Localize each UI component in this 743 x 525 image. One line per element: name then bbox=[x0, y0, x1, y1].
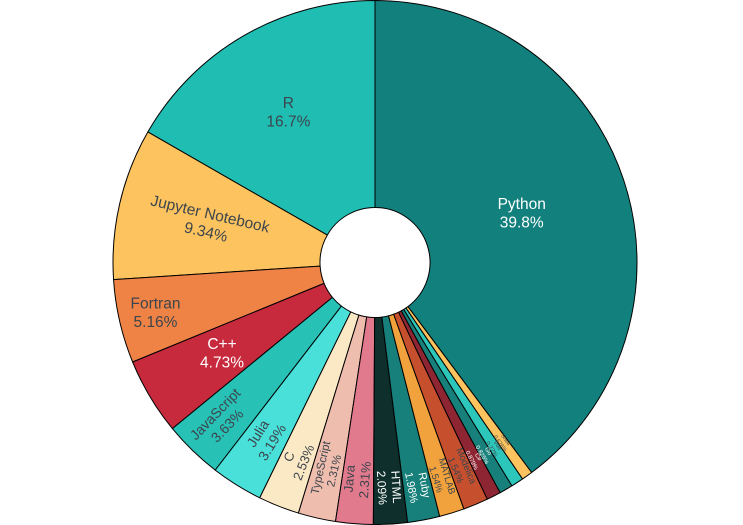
pie-slice-10-html[interactable]: HTML 2.09% bbox=[372, 316, 409, 525]
pie-slice-4-c[interactable]: C++ 4.73% bbox=[132, 282, 333, 430]
pie-slice-12-matlab[interactable]: MATLAB 1.54% bbox=[388, 313, 465, 517]
pie-slice-14-c[interactable]: C# 0.879% bbox=[398, 310, 501, 500]
pie-slice-16-vue[interactable]: Vue 0.77% bbox=[403, 307, 524, 487]
pie-slice-9-java[interactable]: Java 2.31% bbox=[334, 316, 376, 525]
pie-slice-3-fortran[interactable]: Fortran 5.16% bbox=[113, 265, 325, 363]
pie-slice-13-modelica[interactable]: Modelica 1.54% bbox=[393, 311, 488, 510]
pie-slice-11-ruby[interactable]: Ruby 1.98% bbox=[381, 315, 441, 523]
pie-slice-0-python[interactable]: Python 39.8% bbox=[374, 0, 638, 474]
pie-slice-6-julia[interactable]: Julia 3.19% bbox=[214, 305, 352, 499]
pie-slice-1-r[interactable]: R 16.7% bbox=[147, 0, 376, 236]
pie-slice-17-shell[interactable]: Shell 0.676% bbox=[405, 306, 533, 480]
pie-slice-7-c[interactable]: C 2.53% bbox=[259, 311, 360, 514]
pie-slice-2-jupyter-notebook[interactable]: Jupyter Notebook 9.34% bbox=[112, 131, 328, 281]
pie-slice-8-typescript[interactable]: TypeScript 2.31% bbox=[297, 314, 368, 522]
pie-slice-5-javascript[interactable]: JavaScript 3.63% bbox=[171, 296, 342, 471]
pie-slice-15-go[interactable]: Go 0.825% bbox=[400, 308, 513, 494]
